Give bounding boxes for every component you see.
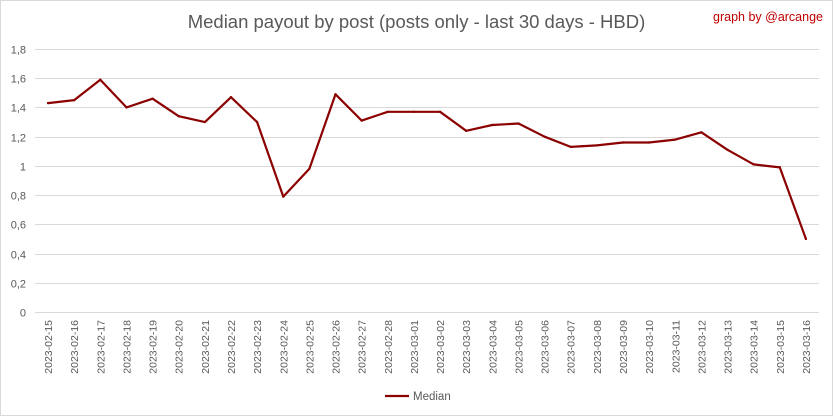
- y-tick-label: 0: [20, 308, 26, 320]
- x-tick-label: 2023-02-21: [200, 320, 212, 374]
- data-point: [595, 144, 599, 147]
- x-tick-label: 2023-02-17: [95, 320, 107, 374]
- y-tick-label: 1,2: [11, 133, 26, 145]
- data-point: [412, 110, 416, 114]
- x-tick-label: 2023-02-19: [148, 320, 160, 374]
- data-point: [360, 119, 363, 122]
- data-point: [386, 110, 389, 114]
- data-point: [700, 131, 703, 134]
- data-point: [778, 166, 781, 169]
- series-layer: [46, 78, 808, 241]
- x-tick-label: 2023-03-08: [592, 320, 604, 374]
- data-point: [726, 148, 729, 152]
- x-tick-label: 2023-03-06: [540, 320, 552, 374]
- x-tick-label: 2023-02-16: [69, 320, 81, 374]
- y-tick-label: 1,6: [11, 74, 26, 86]
- x-tick-label: 2023-03-05: [513, 320, 525, 374]
- y-tick-label: 0,6: [11, 220, 26, 232]
- data-point: [46, 101, 50, 105]
- x-tick-label: 2023-03-02: [435, 320, 447, 374]
- data-point: [647, 141, 651, 144]
- data-point: [674, 138, 677, 141]
- y-axis-ticks: 0 0,2 0,4 0,6 0,8 1 1,2 1,4 1,6 1,8: [11, 45, 26, 320]
- data-point: [151, 97, 154, 100]
- x-tick-label: 2023-03-10: [644, 320, 656, 374]
- x-tick-label: 2023-03-16: [801, 320, 813, 374]
- gridlines: [35, 49, 819, 313]
- x-tick-label: 2023-03-04: [487, 320, 499, 374]
- data-point: [282, 195, 285, 198]
- x-tick-label: 2023-02-24: [278, 320, 290, 374]
- data-point: [73, 98, 76, 102]
- data-point: [334, 93, 337, 96]
- data-point: [125, 106, 128, 109]
- x-tick-label: 2023-02-15: [43, 320, 55, 374]
- data-point: [438, 110, 442, 114]
- data-point: [804, 237, 808, 241]
- y-tick-label: 0,2: [11, 279, 26, 291]
- x-tick-label: 2023-03-14: [749, 320, 761, 374]
- x-tick-label: 2023-02-26: [331, 320, 343, 374]
- x-tick-label: 2023-03-03: [461, 320, 473, 374]
- data-point: [229, 96, 233, 99]
- chart-credit: graph by @arcange: [713, 10, 823, 24]
- x-tick-label: 2023-03-01: [409, 320, 421, 374]
- x-tick-label: 2023-02-18: [121, 320, 133, 374]
- x-tick-label: 2023-03-12: [696, 320, 708, 374]
- data-point: [569, 145, 572, 149]
- y-tick-label: 1,8: [11, 45, 26, 57]
- y-tick-label: 1: [20, 162, 26, 174]
- x-tick-label: 2023-02-23: [252, 320, 264, 374]
- x-tick-label: 2023-03-13: [723, 320, 735, 374]
- data-point: [621, 141, 625, 144]
- x-tick-label: 2023-03-15: [775, 320, 787, 374]
- y-tick-label: 0,4: [11, 250, 26, 262]
- legend-label: Median: [413, 391, 451, 403]
- data-point: [752, 163, 755, 166]
- series-line-median: [46, 78, 808, 240]
- x-tick-label: 2023-02-28: [383, 320, 395, 374]
- x-tick-label: 2023-03-11: [670, 320, 682, 373]
- data-point: [308, 167, 311, 171]
- x-tick-label: 2023-02-27: [357, 320, 369, 374]
- data-point: [465, 129, 468, 133]
- x-tick-label: 2023-03-07: [566, 320, 578, 374]
- data-point: [491, 123, 494, 127]
- x-tick-label: 2023-03-09: [618, 320, 630, 374]
- legend: Median: [385, 391, 451, 403]
- x-axis-ticks: 2023-02-15 2023-02-16 2023-02-17 2023-02-18…: [43, 320, 813, 374]
- x-tick-label: 2023-02-25: [304, 320, 316, 374]
- data-point: [255, 120, 259, 124]
- data-point: [543, 135, 546, 138]
- y-tick-label: 0,8: [11, 191, 26, 203]
- data-point: [517, 122, 520, 125]
- x-tick-label: 2023-02-22: [226, 320, 238, 374]
- x-tick-label: 2023-02-20: [174, 320, 186, 374]
- chart-title: Median payout by post (posts only - last…: [187, 11, 646, 32]
- data-point: [203, 120, 207, 124]
- y-tick-label: 1,4: [11, 103, 26, 115]
- data-point: [177, 115, 180, 118]
- data-point: [99, 78, 102, 81]
